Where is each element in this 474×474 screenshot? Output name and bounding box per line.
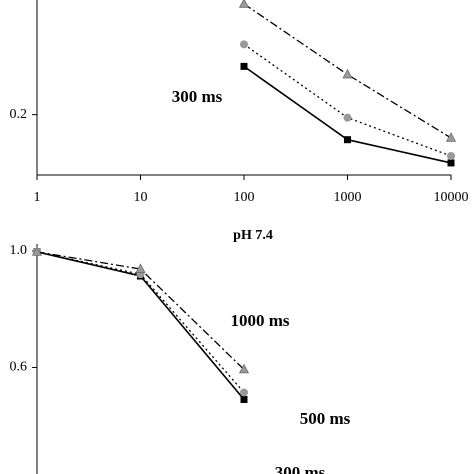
marker bbox=[240, 388, 248, 397]
series-line bbox=[36, 251, 245, 370]
marker bbox=[240, 40, 248, 49]
panel: 1000 ms 500 ms 300 ms bbox=[32, 244, 351, 474]
annotation: 500 ms bbox=[265, 0, 316, 4]
y-tick-label: 0.2 bbox=[10, 107, 28, 122]
x-tick-label: 10000 bbox=[434, 190, 469, 205]
marker bbox=[32, 246, 42, 256]
x-tick-label: 1000 bbox=[334, 190, 362, 205]
marker bbox=[446, 132, 456, 142]
panel-title: pH 7.4 bbox=[233, 228, 273, 243]
x-tick-label: 1 bbox=[34, 190, 41, 205]
annotation: 300 ms bbox=[275, 463, 326, 474]
marker bbox=[343, 113, 352, 122]
panel: 300 ms 500 ms bbox=[32, 0, 456, 176]
x-tick-label: 10 bbox=[134, 190, 148, 205]
annotation: 1000 ms bbox=[230, 311, 289, 330]
marker bbox=[344, 136, 351, 144]
marker bbox=[447, 151, 455, 160]
x-tick-label: 100 bbox=[234, 190, 255, 205]
marker bbox=[240, 395, 248, 403]
marker bbox=[135, 263, 146, 273]
marker bbox=[239, 363, 249, 374]
marker bbox=[447, 159, 455, 167]
y-tick-label: 1.0 bbox=[10, 243, 28, 258]
marker bbox=[342, 68, 353, 79]
y-tick-label: 0.6 bbox=[10, 360, 28, 375]
marker bbox=[239, 0, 249, 8]
annotation: 500 ms bbox=[300, 409, 351, 428]
annotation: 300 ms bbox=[172, 87, 223, 106]
marker bbox=[240, 62, 248, 70]
